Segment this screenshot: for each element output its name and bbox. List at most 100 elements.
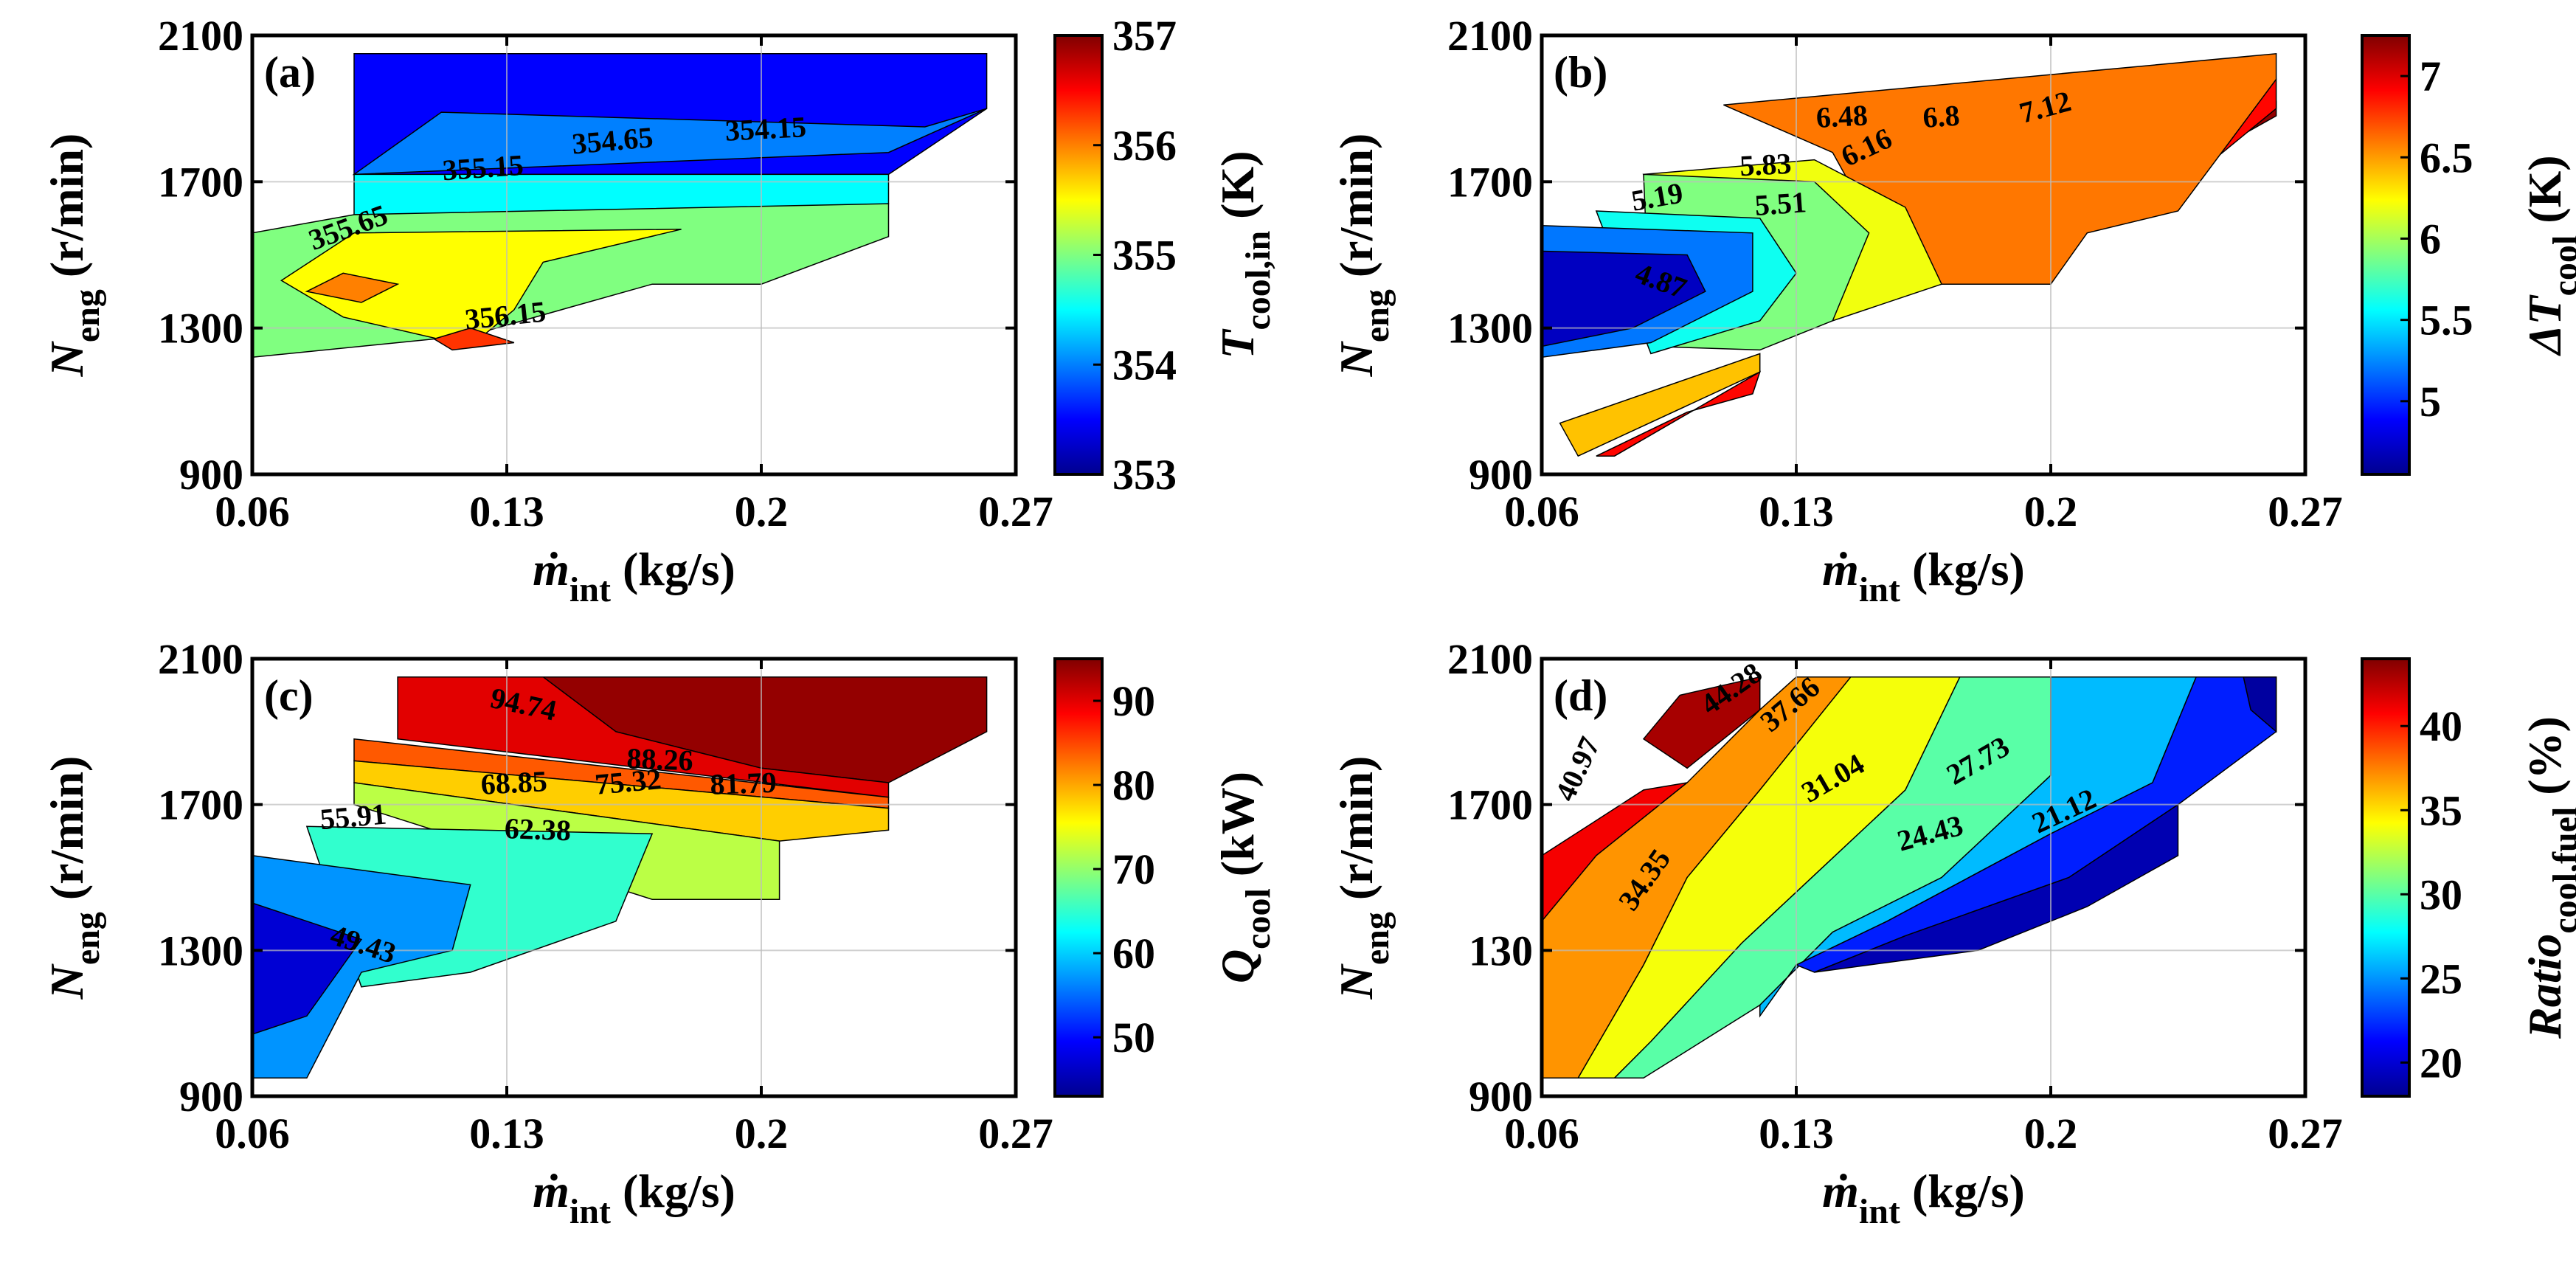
- contour-value-label: 5.83: [1739, 147, 1792, 183]
- colorbar-tick-label: 40: [2420, 702, 2462, 750]
- colorbar-tick-label: 5.5: [2420, 297, 2473, 344]
- contour-level-region-7: [432, 327, 515, 351]
- contour-value-label: 81.79: [710, 766, 778, 801]
- contour-level-region-8: [1814, 803, 2179, 973]
- y-tick-label: 1700: [158, 158, 243, 206]
- y-axis-label: Neng (r/min): [1330, 134, 1396, 378]
- colorbar-label: Qcool (kW): [1211, 772, 1278, 983]
- axes-frame: [1540, 33, 2307, 477]
- y-tick-label: 1700: [158, 781, 243, 829]
- axes-frame: [250, 33, 1018, 477]
- x-tick-label: 0.2: [735, 1109, 789, 1157]
- axes-frame: [1540, 657, 2307, 1098]
- contour-value-label: 75.32: [594, 762, 663, 801]
- colorbar-tick-label: 357: [1112, 12, 1177, 60]
- contour-value-label: 6.48: [1815, 98, 1869, 134]
- x-tick-label: 0.27: [978, 1109, 1053, 1157]
- y-tick-label: 1300: [1447, 305, 1533, 353]
- colorbar-tick-label: 7: [2420, 52, 2441, 100]
- y-tick-label: 2100: [1447, 635, 1533, 683]
- colorbar-tick-label: 80: [1112, 761, 1155, 809]
- colorbar-tick-label: 5: [2420, 378, 2441, 426]
- contour-value-label: 6.8: [1922, 99, 1961, 134]
- panel-label: (b): [1554, 48, 1607, 97]
- contour-level-region-8: [1542, 250, 1706, 347]
- colorbar-tick-label: 90: [1112, 677, 1155, 725]
- y-tick-label: 1300: [158, 305, 243, 353]
- contour-level-region-10: [1596, 370, 1762, 457]
- contour-level-region-2: [352, 108, 987, 176]
- contour-value-label: 5.51: [1753, 185, 1807, 222]
- contour-value-label: 355.15: [441, 148, 524, 187]
- colorbar-tick-label: 6.5: [2420, 134, 2473, 181]
- y-axis-label: Neng (r/min): [41, 134, 107, 378]
- contour-level-region-5: [280, 229, 682, 347]
- colorbar-label: Ratiocool,fuel (%): [2518, 716, 2576, 1039]
- x-axis-label: ṁint (kg/s): [533, 543, 735, 609]
- colorbar: 50 60 70 80 90 Qcool (kW): [1053, 657, 1278, 1098]
- x-tick-label: 0.06: [1504, 488, 1579, 536]
- panel-label: (a): [264, 48, 316, 97]
- x-tick-label: 0.06: [1504, 1109, 1579, 1157]
- x-tick-label: 0.13: [1759, 488, 1834, 536]
- axes-frame: [250, 657, 1018, 1098]
- contour-panel-2: 4.875.19 5.515.83 6.166.48 6.8 7.120.06 0.13 0…: [1330, 12, 2576, 609]
- x-tick-label: 0.27: [2268, 488, 2343, 536]
- x-axis-label: ṁint (kg/s): [533, 1165, 735, 1231]
- contour-value-label: 62.38: [504, 811, 572, 847]
- y-axis-label: Neng (r/min): [41, 756, 107, 1000]
- x-tick-label: 0.06: [215, 1109, 290, 1157]
- contour-level-region-1: [1642, 676, 1761, 769]
- contour-level-region-2: [397, 676, 890, 798]
- contour-level-region-9: [2243, 676, 2277, 733]
- y-tick-label: 130: [1469, 927, 1533, 974]
- contour-level-region-4: [353, 760, 890, 842]
- y-tick-label: 1700: [1447, 158, 1533, 206]
- y-tick-label: 900: [179, 451, 243, 499]
- colorbar-tick-label: 356: [1112, 122, 1177, 170]
- colorbar-tick-label: 30: [2420, 870, 2462, 918]
- colorbar-tick-label: 35: [2420, 786, 2462, 834]
- y-tick-label: 900: [1469, 451, 1533, 499]
- y-tick-label: 900: [179, 1073, 243, 1121]
- x-tick-label: 0.27: [2268, 1109, 2343, 1157]
- colorbar-tick-label: 50: [1112, 1014, 1155, 1062]
- y-tick-label: 1700: [1447, 781, 1533, 829]
- x-tick-label: 0.2: [2024, 1109, 2078, 1157]
- y-tick-label: 2100: [1447, 12, 1533, 60]
- x-tick-label: 0.06: [215, 488, 290, 536]
- x-tick-label: 0.27: [978, 488, 1053, 536]
- x-axis-label: ṁint (kg/s): [1822, 543, 2025, 609]
- contour-value-label: 68.85: [480, 764, 548, 801]
- y-axis-label: Neng (r/min): [1330, 756, 1396, 1000]
- contour-level-region-7: [252, 855, 471, 1079]
- colorbar-tick-label: 353: [1112, 451, 1177, 499]
- x-tick-label: 0.2: [2024, 488, 2078, 536]
- x-axis-label: ṁint (kg/s): [1822, 1165, 2025, 1231]
- colorbar-label: Tcool,in (K): [1211, 150, 1278, 359]
- y-tick-label: 2100: [158, 635, 243, 683]
- contour-value-label: 88.26: [626, 741, 694, 777]
- contour-value-label: 55.91: [319, 797, 388, 837]
- y-tick-label: 900: [1469, 1073, 1533, 1121]
- contour-value-label: 354.65: [571, 120, 655, 160]
- contour-level-region-6: [305, 272, 400, 303]
- colorbar: 20 25 30 35 40 Ratiocool,fuel (%): [2361, 657, 2576, 1098]
- x-tick-label: 0.13: [469, 1109, 544, 1157]
- x-tick-label: 0.13: [1759, 1109, 1834, 1157]
- colorbar: 5 5.5 6 6.5 7 ΔTcool (K): [2361, 34, 2576, 476]
- colorbar: 353 354 355 356 357 Tcool,in (K): [1053, 12, 1278, 499]
- colorbar-tick-label: 60: [1112, 929, 1155, 977]
- colorbar-tick-label: 6: [2420, 215, 2441, 263]
- colorbar-tick-label: 20: [2420, 1039, 2462, 1087]
- contour-value-label: 354.15: [724, 110, 807, 148]
- y-tick-label: 1300: [158, 927, 243, 974]
- x-tick-label: 0.2: [735, 488, 789, 536]
- colorbar-tick-label: 354: [1112, 341, 1177, 389]
- colorbar-tick-label: 25: [2420, 955, 2462, 1003]
- panel-label: (c): [264, 671, 314, 720]
